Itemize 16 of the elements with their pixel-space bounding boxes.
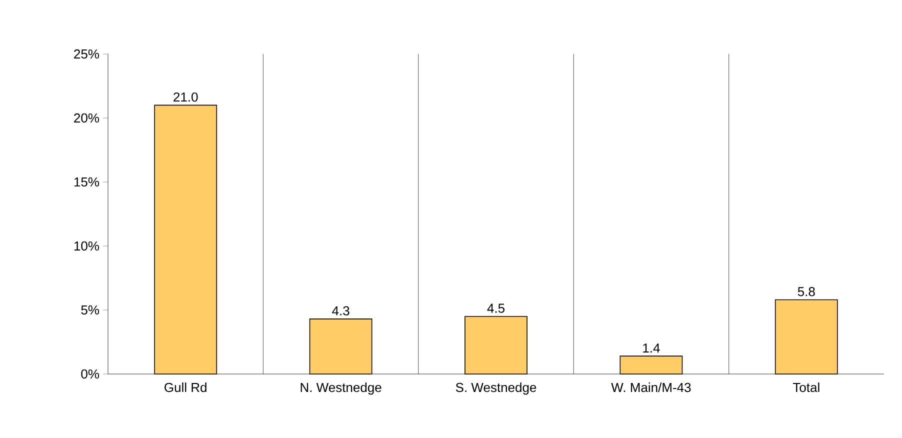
data-label: 1.4: [643, 344, 660, 353]
y-tick-label: 10%: [74, 241, 100, 251]
y-tick-label: 15%: [74, 177, 100, 187]
x-tick-label: S. Westnedge: [456, 382, 536, 395]
data-label: 5.8: [798, 287, 815, 296]
x-tick-label: N. Westnedge: [300, 382, 382, 395]
x-tick-label: W. Main/M-43: [611, 382, 691, 392]
data-label: 4.3: [332, 306, 350, 316]
x-tick-label: Total: [792, 382, 820, 392]
y-tick-label: 5%: [81, 305, 100, 315]
y-tick-label: 0%: [81, 369, 100, 379]
y-tick-label: 20%: [74, 113, 100, 123]
x-tick-label: Gull Rd: [164, 382, 206, 392]
y-tick-label: 25%: [74, 49, 100, 59]
data-label: 4.5: [487, 304, 504, 313]
data-label: 21.0: [174, 92, 198, 102]
